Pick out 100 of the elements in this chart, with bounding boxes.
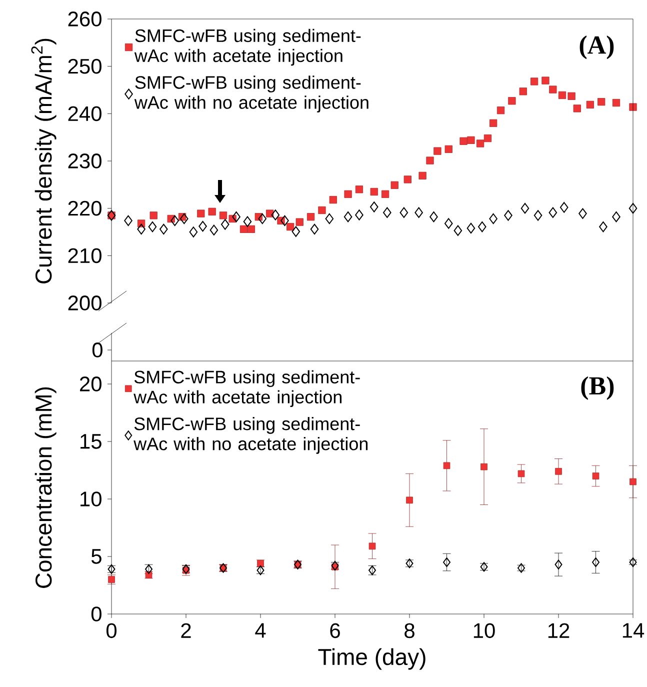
x-tick-label: 10 [474,623,495,638]
point [628,202,638,214]
x-tick-label: 0 [106,623,117,638]
point [318,206,326,214]
point [520,202,530,214]
point [467,136,475,144]
point [344,211,352,222]
point [578,208,587,219]
point [232,211,240,222]
x-tick-label: 6 [330,623,340,638]
point [542,76,550,84]
point [170,215,179,226]
x-axis-title: Time (day) [318,648,426,670]
point [400,207,408,218]
point [573,104,581,112]
point [530,78,538,86]
point [148,221,157,232]
point [443,557,450,568]
point [368,542,376,550]
y-tick-label: 210 [68,248,102,264]
point [560,202,568,213]
point [355,210,364,220]
point [344,190,352,198]
y-tick-label: 220 [68,200,102,216]
point [414,207,423,218]
x-tick-label: 14 [622,623,644,638]
y-tick-label: 230 [68,154,102,168]
point [150,212,158,220]
y-tick-label: 10 [80,492,102,506]
point [219,212,228,220]
point [280,215,289,226]
point [443,462,450,470]
y-tick-label: 240 [68,106,102,122]
point [124,215,132,226]
point [189,226,198,238]
point [592,557,600,568]
y-tick-label: 250 [68,58,102,74]
x-tick-label: 8 [404,623,414,638]
y-tick-label: 20 [80,376,102,392]
point [558,91,566,99]
point [271,210,280,220]
point [586,100,594,108]
point [599,221,608,232]
point [489,213,498,224]
point [310,224,319,235]
point [197,210,205,218]
point [466,222,476,234]
point [306,213,315,221]
y-axis-title: Concentration (mM) [34,387,56,588]
point [258,213,267,224]
point [296,218,304,226]
legend-label: SMFC-wFB using sediment-wAc with no acetate injection [134,76,368,112]
point [355,186,364,194]
point [286,222,294,231]
text: (A) [580,36,614,60]
point [444,145,452,153]
text: (B) [581,376,614,400]
point [390,181,398,189]
legend-label: SMFC-wFB using sediment-wAc with no acetate injection [134,417,368,454]
y-tick-label: 15 [80,434,102,449]
point [554,560,562,570]
point [629,103,637,111]
point [568,92,576,100]
x-tick-label: 12 [548,623,570,638]
point [208,208,216,216]
point [381,190,390,198]
point [548,207,558,218]
point [519,88,527,96]
point [434,147,442,155]
point [329,196,337,204]
point [160,224,168,235]
point [629,557,637,568]
point [137,224,146,235]
point [490,119,498,127]
point [592,472,600,480]
point [484,134,492,142]
point [406,496,413,504]
point [247,225,255,233]
point [549,86,557,94]
y-tick-label: 5 [91,549,102,564]
legend-label: SMFC-wFB using sediment-wAc with acetate injection [134,370,360,408]
point [598,98,606,106]
point [454,225,462,236]
y-axis-title: Current density (mA/m$^{2}$) [31,38,56,284]
point [534,210,542,221]
point [210,224,218,236]
y-tick-label: 0 [91,606,102,622]
point [430,211,438,222]
point [508,97,516,105]
point [404,176,412,184]
point [383,207,392,218]
x-tick-label: 2 [181,623,191,638]
point [243,216,252,227]
point [220,219,230,230]
y-tick-label: 200 [68,296,102,310]
point [504,210,512,221]
point [478,221,486,232]
legend-label: SMFC-wFB using sediment-wAc with acetate injection [134,28,361,66]
point [198,220,207,232]
point [496,106,505,114]
